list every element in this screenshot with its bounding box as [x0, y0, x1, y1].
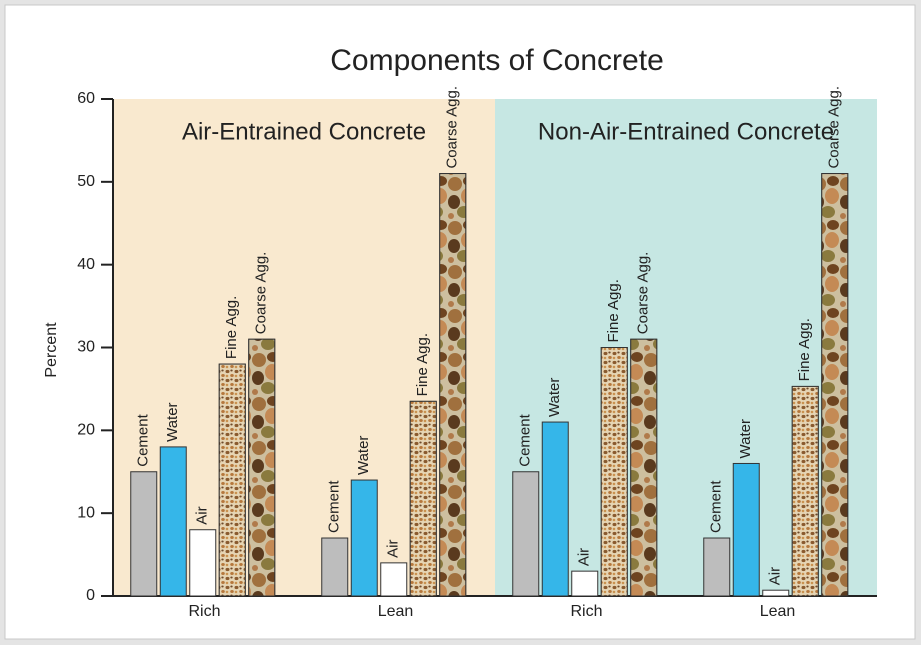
- bar: [732, 462, 760, 597]
- bar: [703, 537, 731, 597]
- bar: [571, 570, 599, 597]
- y-axis-label: Percent: [43, 322, 60, 378]
- bar-label: Cement: [326, 480, 343, 533]
- bar-label: Coarse Agg.: [826, 86, 843, 169]
- bar: [380, 562, 408, 597]
- bar-label: Coarse Agg.: [444, 86, 461, 169]
- bar-texture: [218, 363, 246, 597]
- bar-texture: [439, 173, 467, 597]
- bar-label: Cement: [135, 413, 152, 466]
- bar-label: Air: [576, 548, 593, 566]
- bar-texture: [600, 347, 628, 597]
- bar-label: Air: [385, 540, 402, 558]
- bar: [762, 589, 790, 597]
- bar-label: Cement: [708, 480, 725, 533]
- bar-label: Water: [737, 419, 754, 458]
- y-tick-label: 10: [77, 504, 95, 521]
- bar-label: Coarse Agg.: [635, 252, 652, 335]
- bar-texture: [821, 173, 849, 597]
- bar-label: Water: [355, 436, 372, 475]
- x-tick-label: Lean: [378, 603, 414, 620]
- y-tick-label: 50: [77, 173, 95, 190]
- bar-texture: [791, 385, 819, 597]
- panel-label: Non-Air-Entrained Concrete: [538, 118, 834, 145]
- x-tick-label: Lean: [760, 603, 796, 620]
- bar: [512, 471, 540, 597]
- bar: [321, 537, 349, 597]
- bar: [350, 479, 378, 597]
- y-tick-label: 30: [77, 339, 95, 356]
- bar: [130, 471, 158, 597]
- bar-label: Water: [546, 378, 563, 417]
- bar-texture: [630, 338, 658, 597]
- bar-label: Air: [194, 506, 211, 524]
- y-tick-label: 40: [77, 256, 95, 273]
- bar-label: Fine Agg.: [796, 318, 813, 381]
- panel-label: Air-Entrained Concrete: [182, 118, 426, 145]
- bar-label: Fine Agg.: [414, 333, 431, 396]
- bar: [541, 421, 569, 597]
- bar-label: Coarse Agg.: [253, 252, 270, 335]
- x-tick-label: Rich: [188, 603, 220, 620]
- chart-title: Components of Concrete: [330, 44, 664, 77]
- bar: [189, 529, 217, 597]
- y-tick-label: 60: [77, 90, 95, 107]
- bar-label: Fine Agg.: [605, 279, 622, 342]
- bar-label: Air: [767, 567, 784, 585]
- bar-texture: [409, 400, 437, 597]
- x-tick-label: Rich: [570, 603, 602, 620]
- bar-label: Fine Agg.: [223, 296, 240, 359]
- bar: [159, 446, 187, 597]
- bar-label: Cement: [517, 413, 534, 466]
- bar-label: Water: [164, 402, 181, 441]
- bar-texture: [248, 338, 276, 597]
- y-tick-label: 0: [86, 587, 95, 604]
- y-tick-label: 20: [77, 422, 95, 439]
